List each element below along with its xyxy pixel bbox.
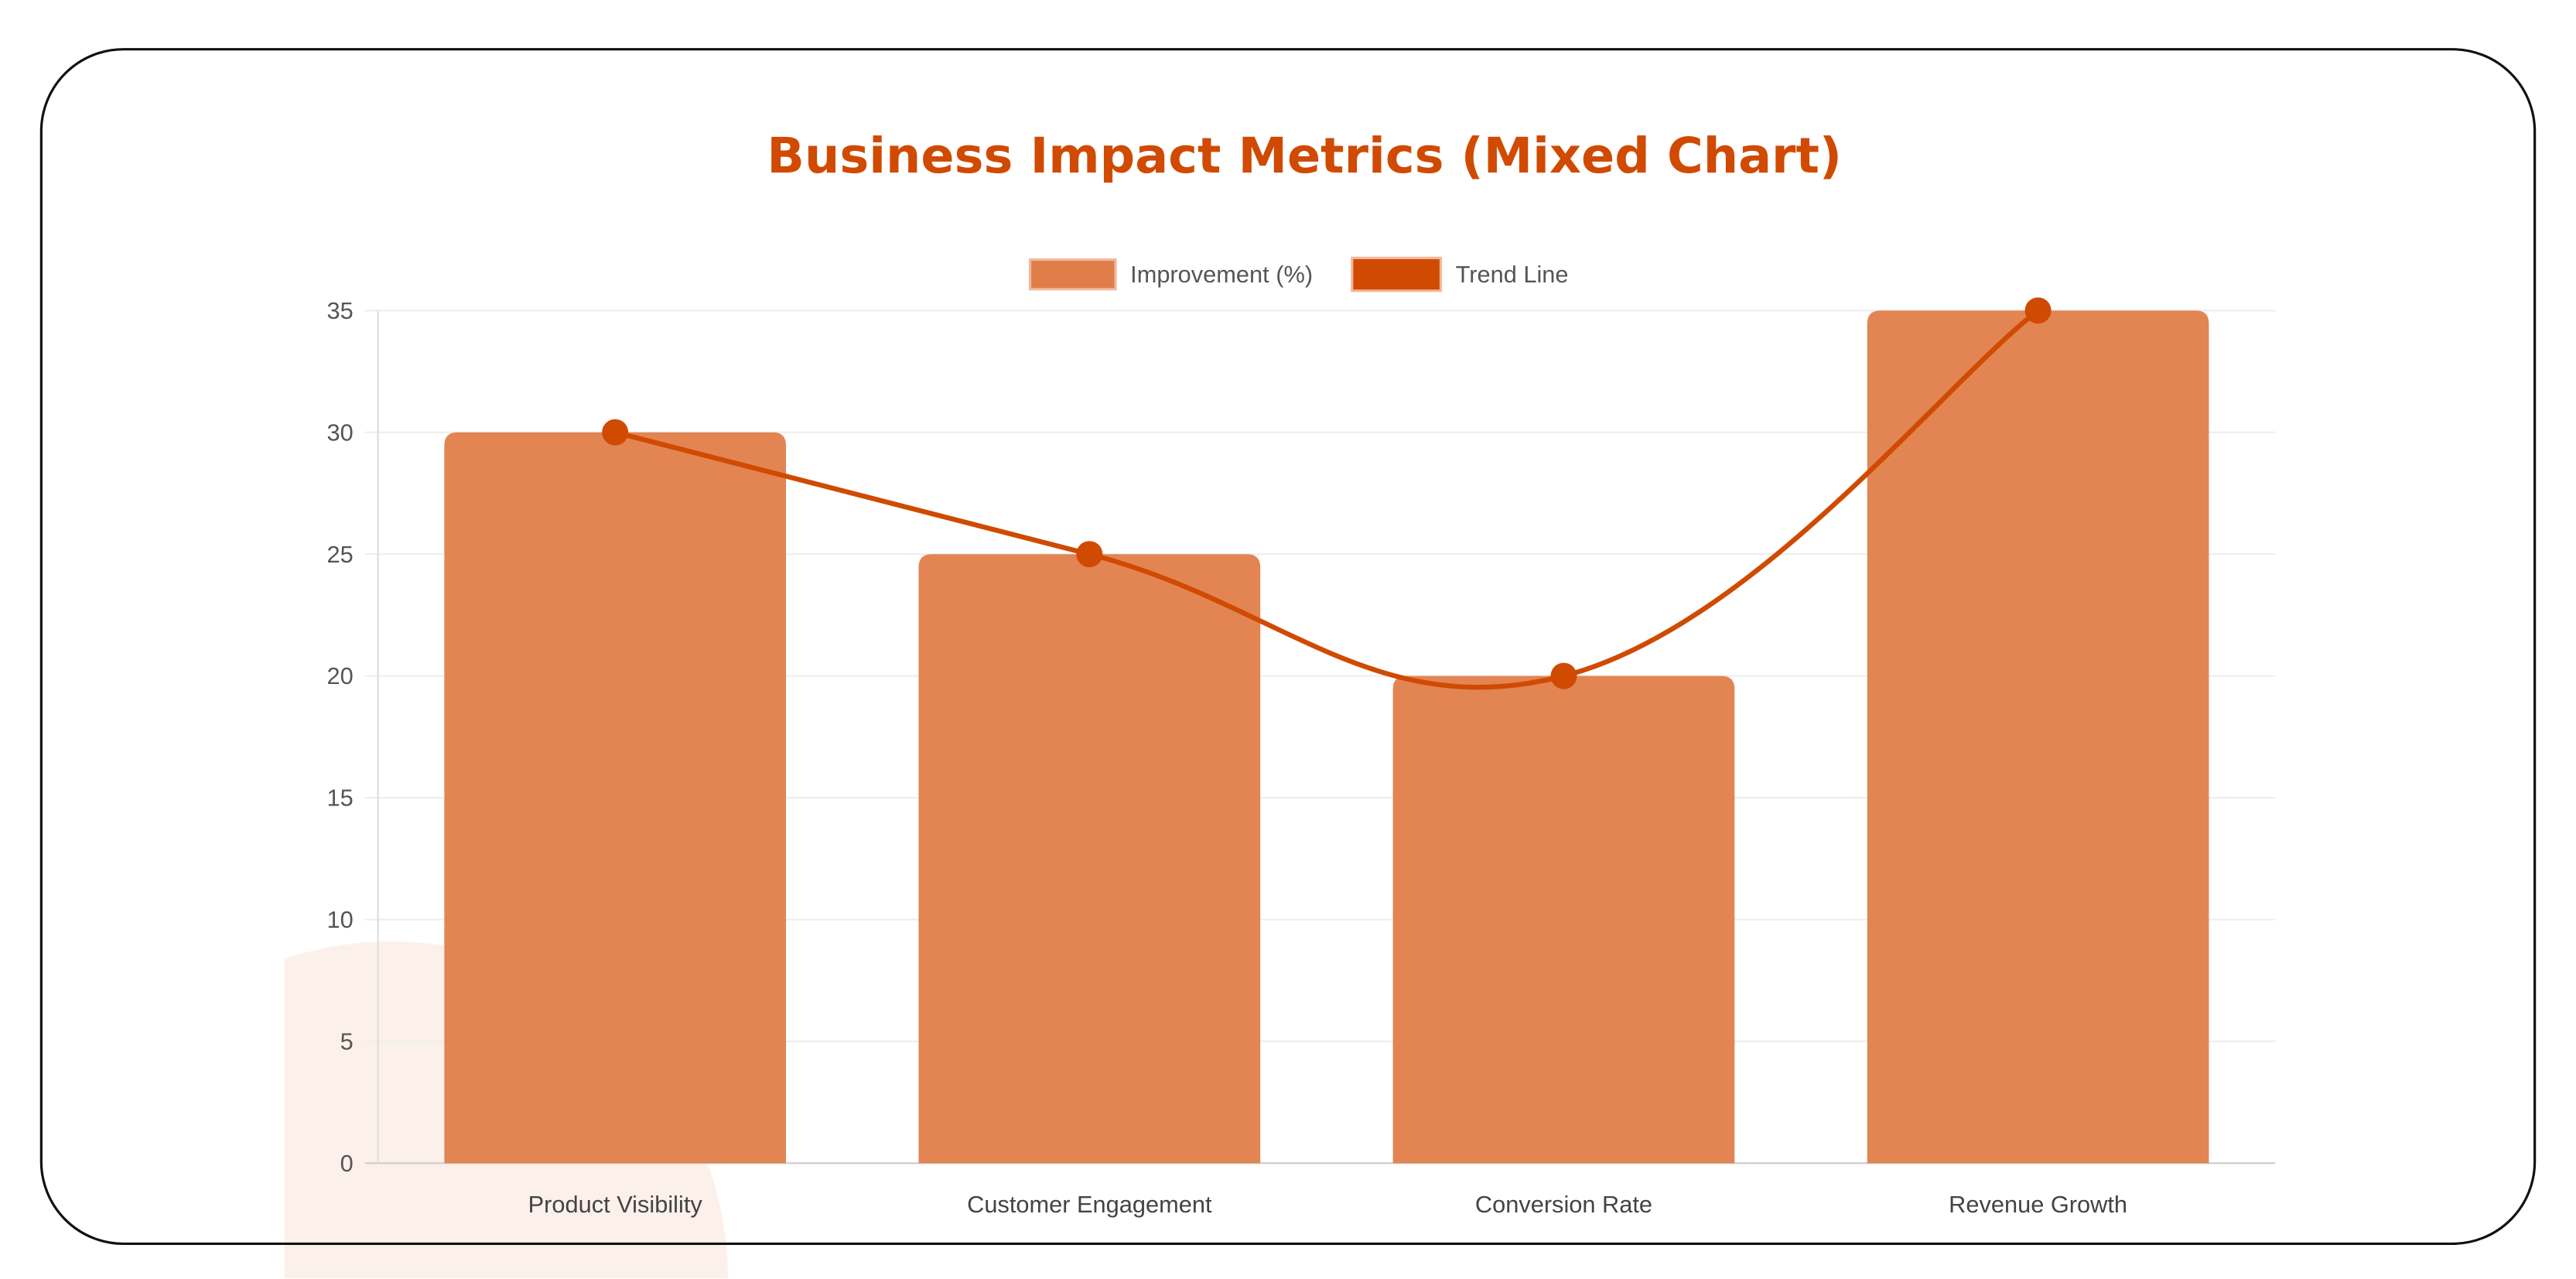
y-tick-label: 35 xyxy=(327,297,354,324)
x-tick-label: Product Visibility xyxy=(528,1191,703,1218)
card-border xyxy=(39,48,2537,1246)
y-tick-label: 20 xyxy=(327,662,354,689)
bar xyxy=(918,554,1261,1164)
trend-point xyxy=(1076,541,1103,568)
y-tick-label: 5 xyxy=(340,1028,354,1055)
x-tick-label: Conversion Rate xyxy=(1475,1191,1652,1218)
y-axis: 0 5 10 15 20 25 30 35 xyxy=(327,297,379,1177)
trend-point xyxy=(2024,297,2052,324)
x-tick-label: Revenue Growth xyxy=(1949,1191,2127,1218)
trend-line xyxy=(614,308,2040,690)
legend-label-improvement: Improvement (%) xyxy=(1130,261,1313,288)
y-tick-label: 30 xyxy=(327,419,354,446)
y-tick-label: 15 xyxy=(327,785,354,812)
trend-point xyxy=(602,419,629,446)
x-axis: Product Visibility Customer Engagement Con… xyxy=(528,1191,2127,1218)
legend-label-trend: Trend Line xyxy=(1456,261,1569,288)
bar xyxy=(444,432,787,1164)
x-tick-label: Customer Engagement xyxy=(967,1191,1212,1218)
legend-swatch-trend xyxy=(1351,256,1443,292)
legend-swatch-improvement xyxy=(1029,258,1117,291)
chart-title: Business Impact Metrics (Mixed Chart) xyxy=(767,128,1842,185)
bar xyxy=(1867,310,2209,1164)
y-tick-label: 10 xyxy=(327,906,354,933)
y-tick-label: 0 xyxy=(340,1150,354,1177)
trend-point xyxy=(1550,662,1577,689)
trend-line-series xyxy=(602,297,2052,690)
bars xyxy=(444,310,2209,1164)
y-tick-label: 25 xyxy=(327,541,354,568)
bar xyxy=(1392,675,1735,1164)
legend: Improvement (%) Trend Line xyxy=(1029,256,1569,292)
